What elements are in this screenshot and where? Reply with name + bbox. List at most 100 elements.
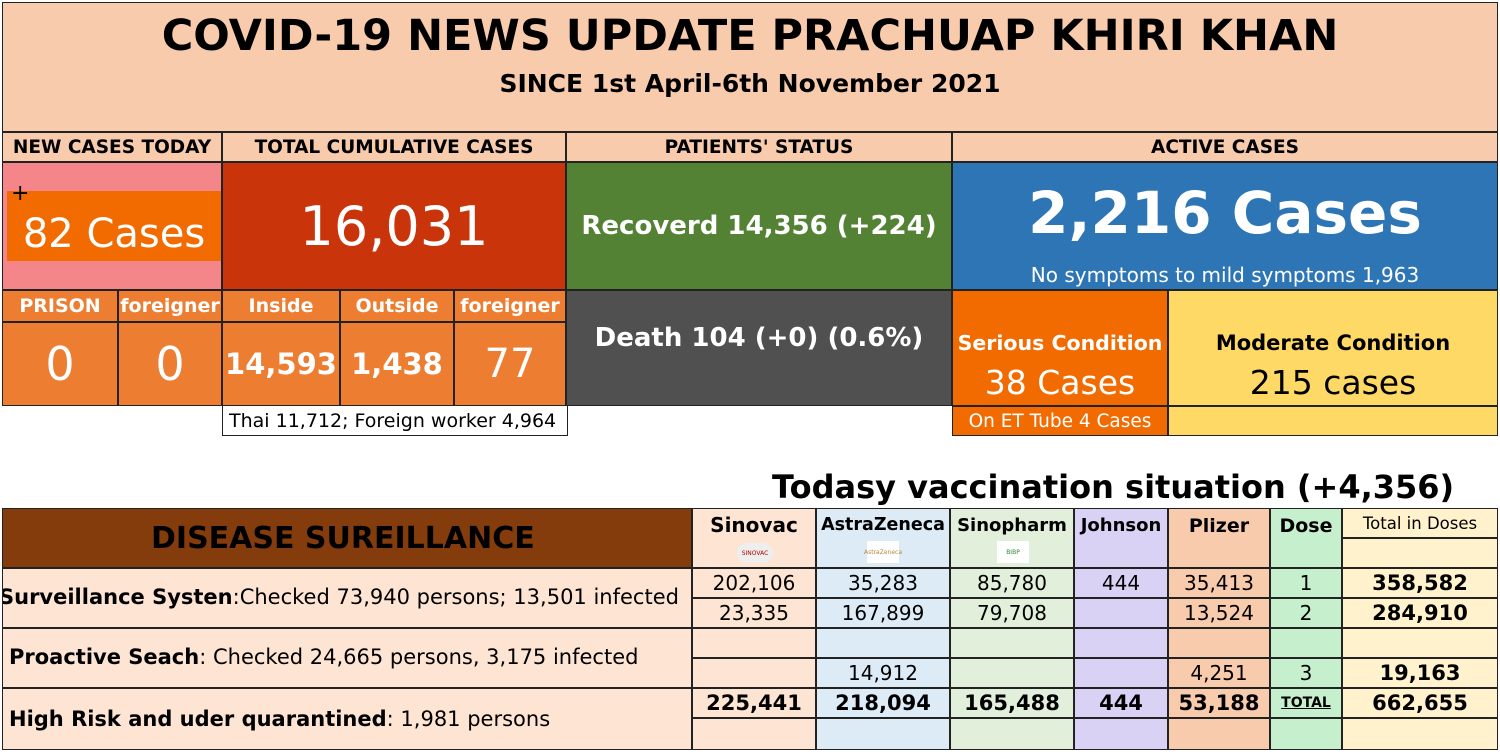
cumulative-foreigner-value: 77 bbox=[454, 322, 566, 406]
vax-empty-cell bbox=[1270, 718, 1342, 750]
pfizer-label: Plizer bbox=[1188, 515, 1250, 537]
sinovac-logo-icon: SINOVAC bbox=[737, 543, 773, 563]
vax-cell: 358,582 bbox=[1342, 568, 1498, 598]
moderate-panel: Moderate Condition 215 cases bbox=[1168, 290, 1498, 406]
surveillance-system-text: :Checked 73,940 persons; 13,501 infected bbox=[232, 585, 679, 609]
inside-label: Inside bbox=[222, 290, 340, 322]
moderate-label: Moderate Condition bbox=[1215, 331, 1451, 355]
dose-label: Dose bbox=[1279, 515, 1333, 537]
astrazeneca-label: AstraZeneca bbox=[821, 515, 945, 535]
vax-empty-cell bbox=[692, 718, 816, 750]
vax-cell: 4,251 bbox=[1168, 658, 1270, 688]
proactive-search-row: Proactive Seach: Checked 24,665 persons,… bbox=[2, 628, 692, 688]
col-header-sinopharm: Sinopharm BIBP bbox=[950, 508, 1074, 568]
vax-cell bbox=[950, 658, 1074, 688]
page-title: COVID-19 NEWS UPDATE PRACHUAP KHIRI KHAN bbox=[161, 11, 1339, 61]
col-header-dose: Dose bbox=[1270, 508, 1342, 568]
vax-cell: 218,094 bbox=[816, 688, 950, 718]
death-panel: Death 104 (+0) (0.6%) bbox=[566, 290, 952, 406]
vax-cell: 2 bbox=[1270, 598, 1342, 628]
cumulative-value: 16,031 bbox=[222, 162, 566, 290]
col-header-pfizer: Plizer bbox=[1168, 508, 1270, 568]
vax-cell: 23,335 bbox=[692, 598, 816, 628]
vax-empty-cell bbox=[1168, 628, 1270, 658]
vax-cell: 53,188 bbox=[1168, 688, 1270, 718]
col-header-sinovac: Sinovac SINOVAC bbox=[692, 508, 816, 568]
johnson-label: Johnson bbox=[1080, 515, 1162, 536]
vax-cell: 35,283 bbox=[816, 568, 950, 598]
sinovac-label: Sinovac bbox=[710, 513, 798, 537]
active-cases-value: 2,216 Cases bbox=[1028, 179, 1422, 247]
cumulative-foreigner-label: foreigner bbox=[454, 290, 566, 322]
astrazeneca-logo-icon: AstraZeneca bbox=[864, 541, 902, 563]
vax-cell: 444 bbox=[1074, 568, 1168, 598]
high-risk-label: High Risk and uder quarantined bbox=[9, 707, 387, 731]
plus-sign: + bbox=[11, 181, 30, 206]
vax-cell: 165,488 bbox=[950, 688, 1074, 718]
surveillance-heading-panel: DISEASE SUREILLANCE bbox=[2, 508, 692, 568]
vax-cell: 3 bbox=[1270, 658, 1342, 688]
vax-cell: 202,106 bbox=[692, 568, 816, 598]
serious-value: 38 Cases bbox=[984, 363, 1136, 402]
outside-value: 1,438 bbox=[340, 322, 454, 406]
col-header-astrazeneca: AstraZeneca AstraZeneca bbox=[816, 508, 950, 568]
sinopharm-label: Sinopharm bbox=[957, 515, 1067, 536]
vax-cell bbox=[1074, 598, 1168, 628]
mild-symptoms: No symptoms to mild symptoms 1,963 bbox=[1030, 263, 1420, 287]
vax-empty-cell bbox=[1074, 718, 1168, 750]
new-cases-panel: + 82 Cases bbox=[2, 162, 222, 290]
sinopharm-logo-icon: BIBP bbox=[997, 541, 1029, 563]
patients-status-heading: PATIENTS' STATUS bbox=[566, 132, 952, 162]
surveillance-system-row: Surveillance Systen:Checked 73,940 perso… bbox=[2, 568, 692, 628]
death-value: Death 104 (+0) (0.6%) bbox=[594, 323, 924, 353]
vax-cell bbox=[692, 658, 816, 688]
col-header-total: Total in Doses bbox=[1342, 508, 1498, 538]
moderate-footer bbox=[1168, 406, 1498, 436]
vax-cell: 35,413 bbox=[1168, 568, 1270, 598]
proactive-search-label: Proactive Seach bbox=[9, 645, 200, 669]
recovered-value: Recoverd 14,356 (+224) bbox=[566, 162, 952, 290]
vax-cell: 14,912 bbox=[816, 658, 950, 688]
vax-cell: 225,441 bbox=[692, 688, 816, 718]
vax-cell bbox=[1074, 658, 1168, 688]
vaccination-table: Sinovac SINOVAC AstraZeneca AstraZeneca … bbox=[692, 508, 1498, 750]
nationality-note: Thai 11,712; Foreign worker 4,964 bbox=[222, 406, 568, 436]
surveillance-system-label: Surveillance Systen bbox=[2, 585, 233, 609]
moderate-value: 215 cases bbox=[1249, 363, 1417, 402]
vax-cell: TOTAL bbox=[1270, 688, 1342, 718]
vax-cell: 13,524 bbox=[1168, 598, 1270, 628]
active-cases-panel: 2,216 Cases No symptoms to mild symptoms… bbox=[952, 162, 1498, 290]
vax-cell: 79,708 bbox=[950, 598, 1074, 628]
vax-cell: 284,910 bbox=[1342, 598, 1498, 628]
proactive-search-text: : Checked 24,665 persons, 3,175 infected bbox=[199, 645, 639, 669]
new-cases-band bbox=[7, 191, 221, 261]
inside-value: 14,593 bbox=[222, 322, 340, 406]
vax-cell: 85,780 bbox=[950, 568, 1074, 598]
et-tube-note: On ET Tube 4 Cases bbox=[952, 406, 1168, 436]
new-foreigner-label: foreigner bbox=[118, 290, 222, 322]
serious-label: Serious Condition bbox=[957, 331, 1163, 355]
vax-empty-cell bbox=[816, 718, 950, 750]
vax-empty-cell bbox=[692, 628, 816, 658]
new-foreigner-value: 0 bbox=[118, 322, 222, 406]
vax-empty-cell bbox=[1342, 628, 1498, 658]
vax-empty-cell bbox=[950, 718, 1074, 750]
vax-cell: 19,163 bbox=[1342, 658, 1498, 688]
vax-cell: 167,899 bbox=[816, 598, 950, 628]
cumulative-heading: TOTAL CUMULATIVE CASES bbox=[222, 132, 566, 162]
total-doses-label: Total in Doses bbox=[1362, 514, 1478, 533]
vax-empty-cell bbox=[1168, 718, 1270, 750]
active-cases-heading: ACTIVE CASES bbox=[952, 132, 1498, 162]
vax-empty-cell bbox=[1270, 628, 1342, 658]
vax-empty-cell bbox=[1074, 628, 1168, 658]
surveillance-heading: DISEASE SUREILLANCE bbox=[151, 521, 535, 556]
vax-cell: 1 bbox=[1270, 568, 1342, 598]
vax-empty-cell bbox=[950, 628, 1074, 658]
total-header-spacer bbox=[1342, 538, 1498, 568]
vaccination-title: Todasy vaccination situation (+4,356) bbox=[772, 468, 1455, 506]
vax-cell: 662,655 bbox=[1342, 688, 1498, 718]
outside-label: Outside bbox=[340, 290, 454, 322]
prison-label: PRISON bbox=[2, 290, 118, 322]
new-cases-value: 82 Cases bbox=[22, 211, 206, 257]
prison-value: 0 bbox=[2, 322, 118, 406]
